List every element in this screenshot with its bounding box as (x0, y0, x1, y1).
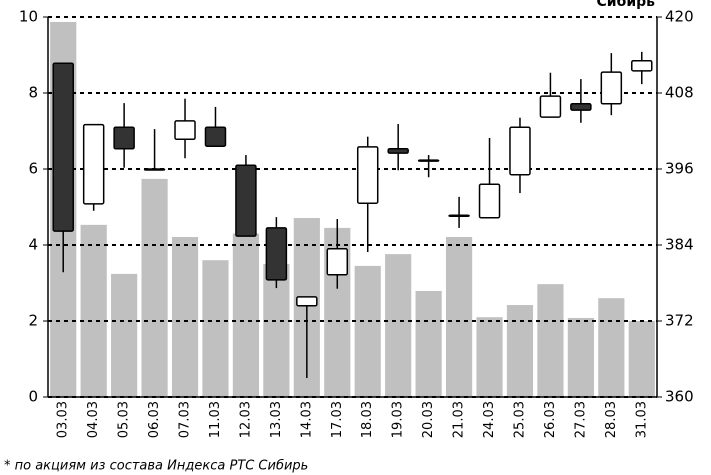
candle-body (174, 120, 196, 140)
x-tick-label: 03.03 (56, 401, 71, 438)
y-tick-label: 2 (28, 312, 38, 330)
candle-body (265, 227, 288, 281)
candle-body (143, 168, 166, 171)
bar (232, 233, 260, 397)
bar (385, 254, 412, 397)
x-tick-label: 11.03 (208, 401, 223, 438)
bar (354, 265, 381, 397)
x-tick-label: 07.03 (178, 401, 193, 438)
candle-body (509, 126, 531, 176)
y-tick-label: 0 (28, 388, 38, 406)
bar (567, 317, 594, 397)
x-tick-label: 28.03 (604, 401, 619, 438)
y2-tick-label: 420 (665, 8, 694, 26)
y2-tick-label: 384 (665, 236, 694, 254)
x-tick-label: 31.03 (634, 401, 649, 438)
y-tick-label: 10 (19, 8, 38, 26)
candle-body (417, 159, 440, 162)
x-tick-label: 25.03 (512, 401, 527, 438)
x-tick-label: 17.03 (330, 401, 345, 438)
x-tick-label: 14.03 (299, 401, 314, 438)
candle-body (204, 126, 227, 147)
x-tick-label: 13.03 (269, 401, 284, 438)
candle-body (448, 214, 470, 217)
bar (598, 298, 625, 397)
bar (80, 224, 107, 397)
candle-body (600, 71, 623, 105)
bar (141, 178, 168, 397)
bar (628, 321, 655, 397)
x-tick-label: 04.03 (86, 401, 101, 438)
bar (476, 317, 503, 397)
bar (445, 237, 473, 397)
x-tick-label: 18.03 (360, 401, 375, 438)
candle-body (113, 126, 135, 150)
x-tick-label: 19.03 (391, 401, 406, 438)
candle-body (326, 248, 349, 276)
y-tick-label: 8 (28, 84, 38, 102)
candle-body (82, 123, 105, 205)
chart-title: Сибирь (596, 0, 655, 10)
bar (111, 273, 138, 397)
footnote: * по акциям из состава Индекса РТС Сибир… (4, 459, 308, 474)
candle-body (296, 296, 318, 307)
y2-tick-label: 360 (665, 388, 694, 406)
x-tick-label: 21.03 (452, 401, 467, 438)
candle-body (356, 146, 379, 204)
bar (537, 284, 564, 397)
candle-body (570, 103, 592, 111)
candle-body (52, 62, 74, 232)
y2-tick-label: 408 (665, 84, 694, 102)
x-tick-label: 27.03 (573, 401, 588, 438)
bar (171, 237, 199, 397)
bar (202, 260, 229, 397)
bar (415, 290, 442, 397)
bar (506, 305, 534, 397)
candle-body (387, 147, 409, 154)
y-tick-label: 4 (28, 236, 38, 254)
x-tick-label: 26.03 (543, 401, 558, 438)
candle-body (478, 183, 501, 219)
x-tick-label: 24.03 (482, 401, 497, 438)
candle-body (539, 95, 562, 118)
x-tick-label: 05.03 (117, 401, 132, 438)
candle-body (631, 59, 653, 72)
y2-tick-label: 396 (665, 160, 694, 178)
x-tick-label: 20.03 (421, 401, 436, 438)
x-tick-label: 06.03 (147, 401, 162, 438)
candle-body (235, 164, 257, 237)
y-tick-label: 6 (28, 160, 38, 178)
x-tick-label: 12.03 (238, 401, 253, 438)
y2-tick-label: 372 (665, 312, 694, 330)
